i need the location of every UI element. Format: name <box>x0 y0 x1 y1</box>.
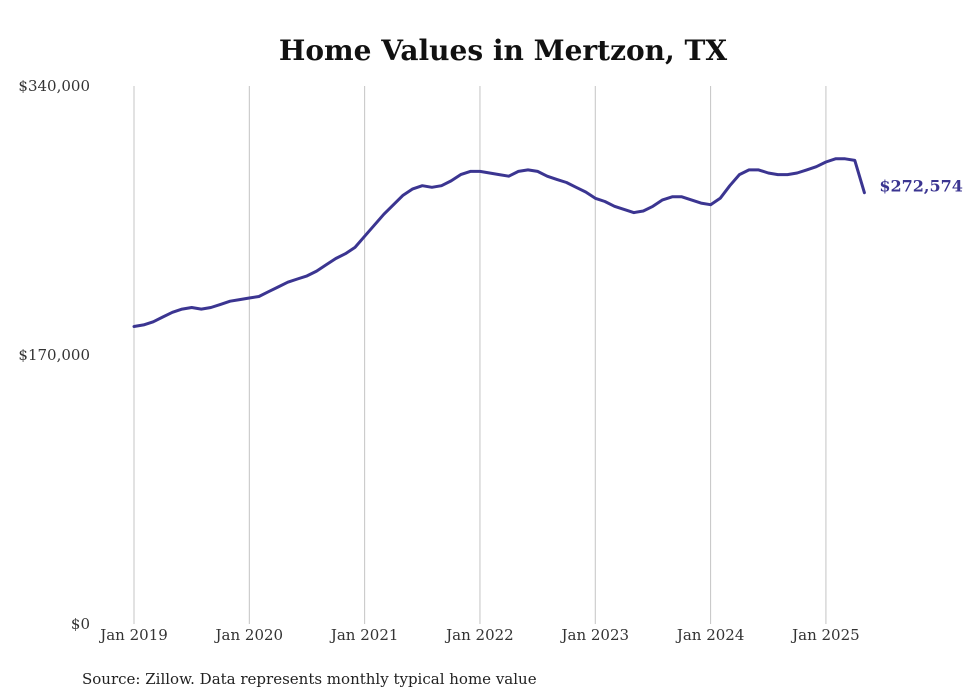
end-value-label: $272,574 <box>879 177 963 196</box>
x-tick-label: Jan 2022 <box>444 626 514 644</box>
y-axis-labels: $0 $170,000 $340,000 <box>18 77 90 633</box>
x-tick-label: Jan 2023 <box>559 626 629 644</box>
x-axis-labels: Jan 2019 Jan 2020 Jan 2021 Jan 2022 Jan 2023… <box>98 626 859 644</box>
y-tick-label: $340,000 <box>18 77 90 95</box>
x-tick-label: Jan 2021 <box>329 626 399 644</box>
x-tick-label: Jan 2025 <box>790 626 860 644</box>
series-line-home-value <box>132 157 866 328</box>
y-tick-label: $0 <box>71 615 90 633</box>
vertical-grid <box>133 86 827 624</box>
y-tick-label: $170,000 <box>18 346 90 364</box>
source-note: Source: Zillow. Data represents monthly … <box>82 670 537 688</box>
x-tick-label: Jan 2024 <box>675 626 745 644</box>
x-tick-label: Jan 2020 <box>214 626 284 644</box>
x-tick-label: Jan 2019 <box>98 626 168 644</box>
chart-title: Home Values in Mertzon, TX <box>279 34 727 67</box>
